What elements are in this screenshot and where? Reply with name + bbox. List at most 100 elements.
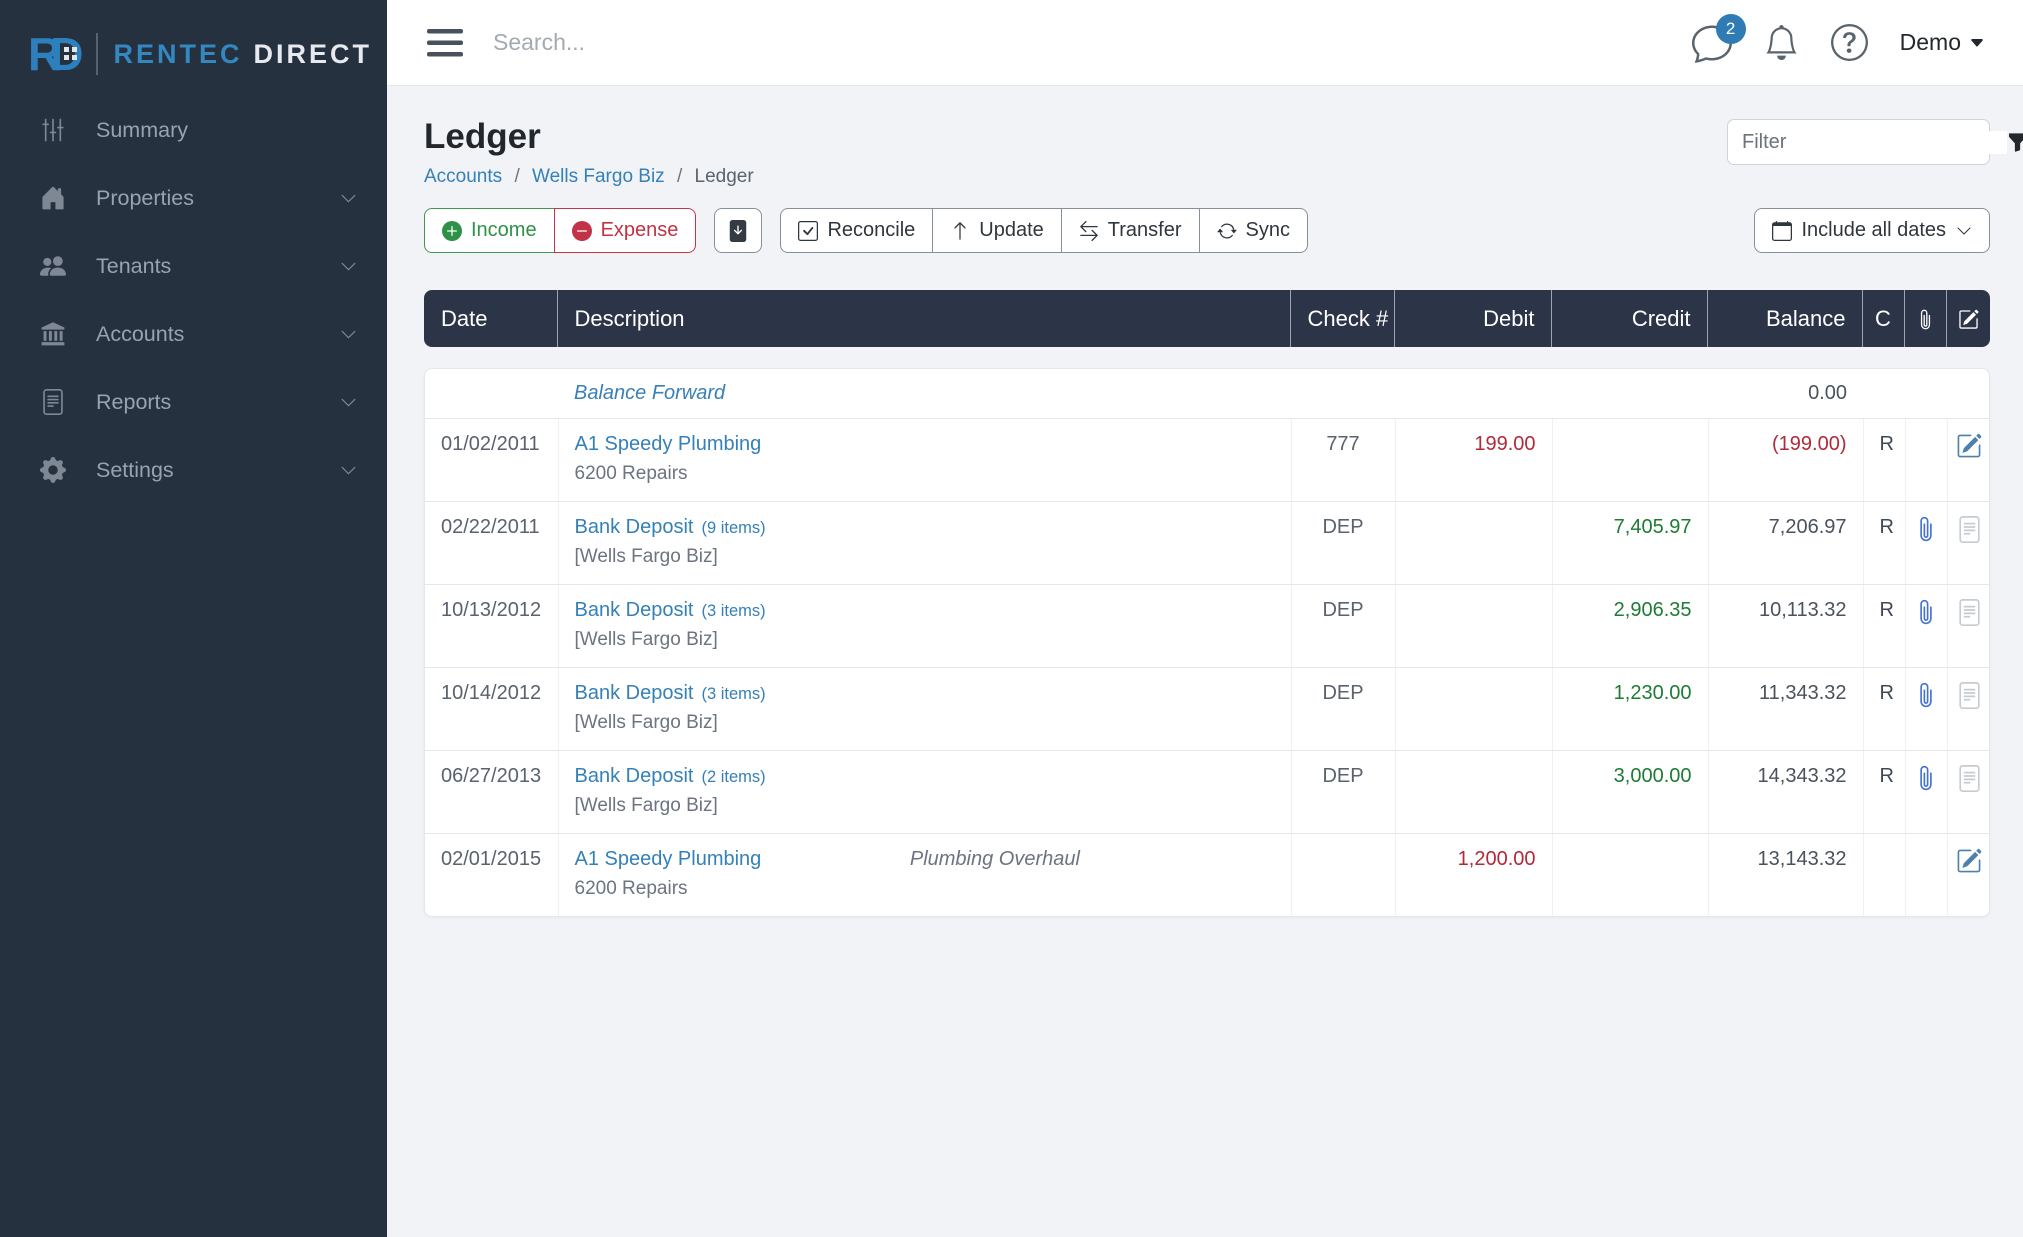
chevron-down-icon	[341, 262, 356, 270]
rentec-direct-logo[interactable]: RD RENTEC DIRECT	[0, 0, 387, 86]
cell-attachment	[1904, 750, 1947, 834]
messages-button[interactable]: 2	[1691, 13, 1746, 63]
question-circle-icon	[1830, 24, 1868, 61]
cell-balance: 14,343.32	[1707, 750, 1863, 834]
cell-debit: 199.00	[1394, 418, 1552, 502]
cell-check-number: DEP	[1290, 501, 1395, 585]
check-square-icon	[798, 220, 819, 241]
pencil-square-icon	[1959, 309, 1979, 329]
document-icon	[43, 389, 63, 415]
sidebar-item-summary[interactable]: Summary	[0, 96, 387, 164]
ledger-actions-group: Reconcile Update Transfer Sync	[780, 208, 1308, 253]
cell-action	[1946, 501, 1989, 585]
transfer-arrows-icon	[1080, 220, 1098, 241]
cell-check-number: 777	[1290, 418, 1395, 502]
cell-date: 02/22/2011	[425, 501, 558, 585]
attachment-icon[interactable]	[1913, 599, 1939, 625]
sidebar-item-reports[interactable]: Reports	[0, 368, 387, 436]
edit-row-icon[interactable]	[1956, 848, 1982, 874]
sidebar-item-label: Tenants	[96, 253, 172, 278]
sync-button[interactable]: Sync	[1198, 208, 1308, 253]
bell-icon	[1765, 25, 1797, 60]
cell-debit	[1394, 750, 1552, 834]
sidebar-item-settings[interactable]: Settings	[0, 436, 387, 504]
cell-description: Bank Deposit (2 items) [Wells Fargo Biz]	[557, 750, 1291, 834]
user-menu[interactable]: Demo	[1900, 29, 1985, 56]
cell-balance: (199.00)	[1707, 418, 1863, 502]
balance-forward-label: Balance Forward	[574, 382, 726, 404]
plus-circle-icon	[442, 220, 462, 241]
document-icon[interactable]	[1956, 516, 1983, 543]
cell-balance: 7,206.97	[1707, 501, 1863, 585]
payee-link[interactable]: Bank Deposit	[574, 599, 694, 621]
ledger-row: 10/13/2012 Bank Deposit (3 items) [Wells Fa…	[425, 584, 1989, 668]
payee-link[interactable]: A1 Speedy Plumbing	[574, 848, 762, 870]
cleared-flag: R	[1862, 667, 1905, 751]
document-icon[interactable]	[1956, 765, 1983, 792]
chevron-down-icon	[341, 194, 356, 202]
cell-check-number: DEP	[1290, 584, 1395, 668]
cell-date: 10/13/2012	[425, 584, 558, 668]
menu-toggle-button[interactable]	[427, 28, 463, 57]
cell-date: 06/27/2013	[425, 750, 558, 834]
notifications-button[interactable]	[1764, 25, 1799, 60]
document-icon[interactable]	[1956, 599, 1983, 626]
funnel-icon[interactable]	[2007, 132, 2023, 153]
rd-logo-icon: RD	[28, 28, 84, 80]
brand-direct: DIRECT	[253, 38, 372, 69]
payee-link[interactable]: Bank Deposit	[574, 765, 694, 787]
header-cleared: C	[1861, 290, 1904, 347]
cell-credit	[1551, 833, 1708, 916]
sidebar-item-accounts[interactable]: Accounts	[0, 300, 387, 368]
ledger-row: 06/27/2013 Bank Deposit (2 items) [Wells Fa…	[425, 750, 1989, 834]
logo-divider	[96, 33, 99, 75]
header-edit	[1945, 290, 1990, 347]
search-input[interactable]	[493, 29, 1113, 56]
attachment-icon[interactable]	[1913, 765, 1939, 791]
cleared-flag: R	[1862, 584, 1905, 668]
toolbar: Income Expense Reconcile	[424, 208, 1990, 253]
edit-row-icon[interactable]	[1956, 433, 1982, 459]
reconcile-button[interactable]: Reconcile	[780, 208, 934, 253]
cell-credit: 2,906.35	[1551, 584, 1708, 668]
filter-box	[1727, 119, 2023, 165]
sidebar-item-tenants[interactable]: Tenants	[0, 232, 387, 300]
gear-icon	[40, 457, 66, 483]
income-button[interactable]: Income	[424, 208, 555, 253]
header-attachment	[1903, 290, 1946, 347]
cell-attachment	[1904, 418, 1947, 502]
payee-link[interactable]: Bank Deposit	[574, 682, 694, 704]
sidebar-item-label: Summary	[96, 117, 188, 142]
cell-action	[1946, 750, 1989, 834]
breadcrumb-wells-fargo-biz[interactable]: Wells Fargo Biz	[532, 166, 665, 187]
header-credit: Credit	[1550, 290, 1707, 347]
header-check: Check #	[1289, 290, 1394, 347]
help-button[interactable]	[1830, 24, 1868, 61]
cell-debit	[1394, 667, 1552, 751]
filter-input[interactable]	[1742, 130, 2007, 154]
sidebar-item-properties[interactable]: Properties	[0, 164, 387, 232]
breadcrumb: Accounts / Wells Fargo Biz / Ledger	[424, 166, 754, 187]
cell-credit	[1551, 418, 1708, 502]
date-range-button[interactable]: Include all dates	[1754, 208, 1990, 253]
sidebar-nav: Summary Properties Tenants Accounts Repo…	[0, 96, 387, 504]
attachment-icon[interactable]	[1913, 516, 1939, 542]
update-button[interactable]: Update	[932, 208, 1062, 253]
sidebar-item-label: Settings	[96, 457, 174, 482]
category-text: [Wells Fargo Biz]	[574, 629, 718, 650]
ledger-row: 01/02/2011 A1 Speedy Plumbing 6200 Repairs…	[425, 418, 1989, 502]
breadcrumb-accounts[interactable]: Accounts	[424, 166, 503, 187]
transfer-button[interactable]: Transfer	[1060, 208, 1200, 253]
sync-icon	[1216, 223, 1237, 238]
cell-credit: 3,000.00	[1551, 750, 1708, 834]
cell-description: Bank Deposit (3 items) [Wells Fargo Biz]	[557, 667, 1291, 751]
ledger-row: 10/14/2012 Bank Deposit (3 items) [Wells Fa…	[425, 667, 1989, 751]
document-icon[interactable]	[1956, 682, 1983, 709]
export-button[interactable]	[714, 208, 763, 253]
payee-link[interactable]: A1 Speedy Plumbing	[574, 433, 762, 455]
payee-link[interactable]: Bank Deposit	[574, 516, 694, 538]
attachment-icon[interactable]	[1913, 682, 1939, 708]
expense-button[interactable]: Expense	[553, 208, 697, 253]
balance-forward-row: Balance Forward 0.00	[425, 369, 1989, 419]
